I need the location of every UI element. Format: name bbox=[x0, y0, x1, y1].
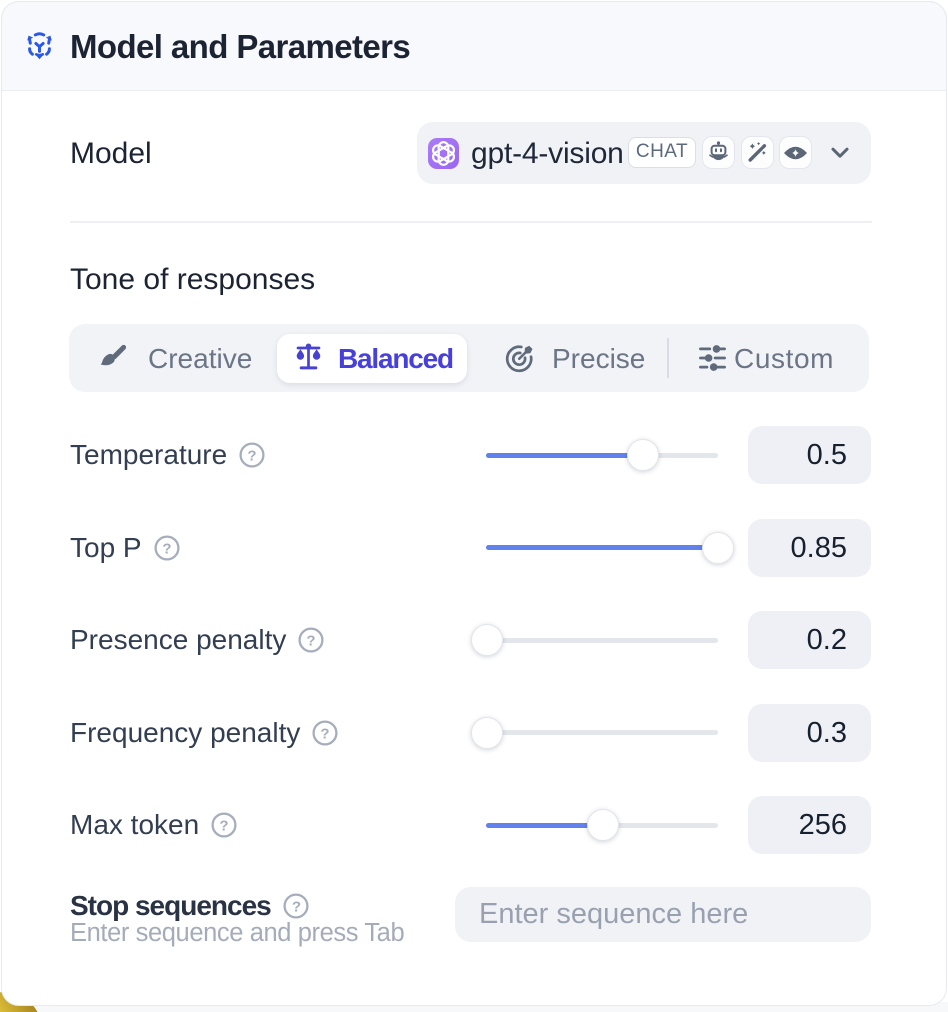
svg-text:?: ? bbox=[321, 725, 330, 742]
svg-text:?: ? bbox=[307, 632, 316, 649]
svg-text:?: ? bbox=[292, 898, 301, 915]
svg-text:?: ? bbox=[248, 447, 257, 464]
svg-text:?: ? bbox=[162, 540, 171, 557]
svg-text:?: ? bbox=[220, 817, 229, 834]
